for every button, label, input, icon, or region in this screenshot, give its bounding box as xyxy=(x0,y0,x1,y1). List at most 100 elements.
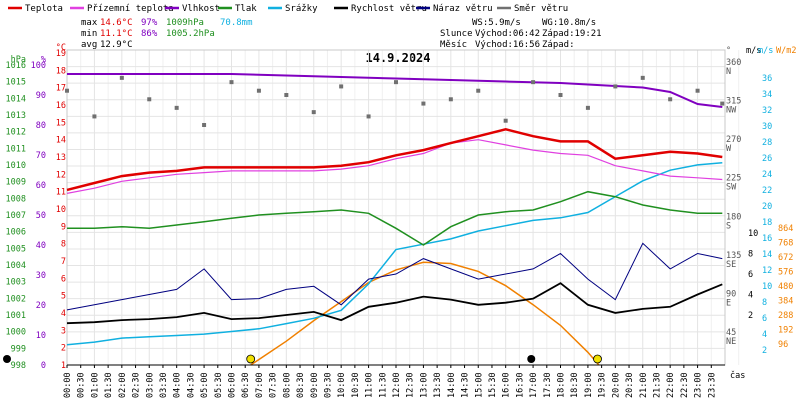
x-tick-label: 10:00 xyxy=(337,372,347,398)
direction-point xyxy=(284,93,289,97)
x-tick-label: 03:30 xyxy=(159,372,169,398)
wind-large-tick-label: 20 xyxy=(762,202,772,212)
x-axis-label: čas xyxy=(730,370,745,381)
direction-tick-dir: S xyxy=(726,221,731,231)
pressure-tick-label: 1015 xyxy=(6,78,26,88)
x-tick-label: 09:30 xyxy=(323,372,333,398)
direction-tick-dir: E xyxy=(726,298,731,308)
humidity-tick-label: 10 xyxy=(36,331,46,341)
x-tick-label: 19:30 xyxy=(598,372,608,398)
wind-large-tick-label: 16 xyxy=(762,234,772,244)
wind-large-tick-label: 12 xyxy=(762,266,772,276)
radiation-tick-label: 768 xyxy=(778,239,793,249)
direction-tick-deg: 270 xyxy=(726,135,741,145)
x-tick-label: 01:30 xyxy=(104,372,114,398)
wind-large-tick-label: 32 xyxy=(762,106,772,116)
humidity-tick-label: 80 xyxy=(36,121,46,131)
x-tick-label: 18:00 xyxy=(557,372,567,398)
pressure-tick-label: 1008 xyxy=(6,194,26,204)
x-tick-label: 08:00 xyxy=(282,372,292,398)
pressure-unit-label: hPa xyxy=(11,55,26,65)
humidity-tick-label: 50 xyxy=(36,211,46,221)
radiation-tick-label: 480 xyxy=(778,282,793,292)
direction-point xyxy=(394,80,398,85)
legend-item-label: Tlak xyxy=(235,4,257,14)
wind-large-tick-label: 18 xyxy=(762,218,772,228)
direction-point xyxy=(256,88,261,93)
direction-tick-deg: 315 xyxy=(726,97,741,107)
temperature-tick-label: 13 xyxy=(56,153,66,163)
legend-item-label: Přízemní teplota xyxy=(87,4,174,14)
wind-large-tick-label: 4 xyxy=(762,330,767,340)
direction-tick-deg: 180 xyxy=(726,212,741,222)
stat-max-temp: 14.6°C xyxy=(100,18,133,28)
stat-avg-label: avg xyxy=(81,40,97,50)
wind-large-tick-label: 22 xyxy=(762,186,772,196)
wind-large-tick-label: 36 xyxy=(762,74,772,84)
pressure-tick-label: 1004 xyxy=(6,261,26,271)
direction-point xyxy=(92,114,97,119)
pressure-tick-label: 1013 xyxy=(6,111,26,121)
radiation-tick-label: 672 xyxy=(778,253,793,263)
axes: 9989991000100110021003100410051006100710… xyxy=(6,43,797,371)
stat-min-label: min xyxy=(81,29,97,39)
wind-unit-label: m/s xyxy=(746,46,761,56)
x-tick-label: 15:30 xyxy=(488,372,498,398)
x-tick-label: 17:30 xyxy=(543,372,553,398)
wind-large-tick-label: 34 xyxy=(762,90,772,100)
direction-point xyxy=(640,75,645,80)
humidity-tick-label: 70 xyxy=(36,151,46,161)
pressure-tick-label: 1010 xyxy=(6,161,26,171)
direction-point xyxy=(585,105,590,110)
legend-item-label: Rychlost větru xyxy=(351,4,427,14)
temperature-tick-label: 5 xyxy=(61,292,66,302)
wind-large-tick-label: 14 xyxy=(762,250,772,260)
direction-tick-deg: 360 xyxy=(726,58,741,68)
x-tick-label: 13:30 xyxy=(433,372,443,398)
pressure-tick-label: 1006 xyxy=(6,228,26,238)
direction-point xyxy=(476,88,481,93)
direction-tick-dir: NW xyxy=(726,106,737,116)
radiation-tick-label: 864 xyxy=(778,224,793,234)
stat-max-press: 1009hPa xyxy=(166,18,204,28)
x-tick-label: 01:00 xyxy=(90,372,100,398)
temperature-tick-label: 14 xyxy=(56,136,66,146)
direction-point xyxy=(339,84,344,89)
direction-point xyxy=(119,75,124,80)
x-tick-label: 18:30 xyxy=(570,372,580,398)
temperature-tick-label: 2 xyxy=(61,344,66,354)
x-tick-label: 22:30 xyxy=(680,372,690,398)
x-tick-label: 20:30 xyxy=(625,372,635,398)
ground-temp-line xyxy=(66,139,723,194)
temperature-tick-label: 19 xyxy=(56,49,66,59)
stat-sun-label: Slunce xyxy=(440,29,473,39)
direction-point xyxy=(720,101,725,106)
x-tick-label: 05:00 xyxy=(200,372,210,398)
pressure-tick-label: 1009 xyxy=(6,178,26,188)
plot-area xyxy=(3,73,725,366)
pressure-tick-label: 1003 xyxy=(6,278,26,288)
legend-item-label: Teplota xyxy=(25,4,63,14)
radiation-tick-label: 576 xyxy=(778,268,793,278)
x-tick-label: 20:00 xyxy=(611,372,621,398)
direction-tick-dir: N xyxy=(726,67,731,77)
humidity-tick-label: 30 xyxy=(36,271,46,281)
temperature-tick-label: 8 xyxy=(61,240,66,250)
humidity-tick-label: 0 xyxy=(41,361,46,371)
direction-point xyxy=(531,80,536,85)
pressure-tick-label: 1016 xyxy=(6,61,26,71)
grid xyxy=(66,49,740,366)
stat-min-temp: 11.1°C xyxy=(100,29,133,39)
temperature-tick-label: 17 xyxy=(56,84,66,94)
x-tick-label: 16:30 xyxy=(515,372,525,398)
stats-block: max 14.6°C 97% 1009hPa 70.8mm min 11.1°C… xyxy=(81,18,602,50)
direction-point xyxy=(202,123,207,127)
pressure-tick-label: 999 xyxy=(11,344,26,354)
x-tick-label: 07:00 xyxy=(255,372,265,398)
direction-unit-label: ° xyxy=(726,46,731,56)
wind-tick-label: 10 xyxy=(748,229,758,239)
temperature-line xyxy=(66,128,723,192)
direction-point xyxy=(421,101,426,106)
stat-ws: WS:5.9m/s xyxy=(472,18,521,28)
